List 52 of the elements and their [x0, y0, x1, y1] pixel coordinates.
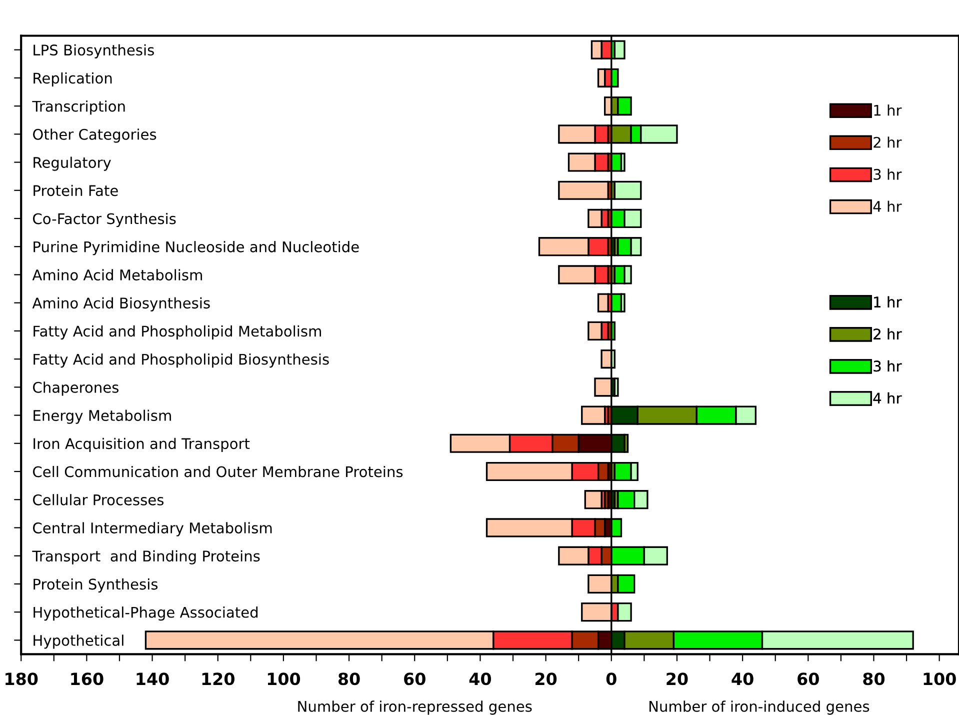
y-tick-label: Amino Acid Biosynthesis	[32, 297, 210, 312]
y-tick-label: Other Categories	[33, 128, 156, 143]
y-tick-label: Replication	[34, 72, 112, 86]
y-tick-label: Transcription	[32, 100, 125, 115]
legend-label: 4 hr	[873, 200, 902, 212]
x-tick-label: 60	[798, 672, 819, 686]
y-tick-label: Co-Factor Synthesis	[33, 212, 176, 228]
y-tick-label: Central Intermediary Metabolism	[33, 522, 272, 536]
x-tick-label: 160	[71, 672, 104, 686]
y-tick-label: Hypothetical-Phage Associated	[34, 606, 258, 621]
y-tick-label: Regulatory	[34, 156, 111, 171]
bar	[581, 406, 606, 425]
y-tick-label: Transport and Binding Proteins	[32, 550, 260, 564]
x-tick-label: 80	[863, 672, 885, 686]
y-tick-label: Protein Fate	[34, 184, 118, 196]
bar	[614, 40, 626, 60]
y-tick-label: Cell Communication and Outer Membrane Proteins	[33, 466, 403, 478]
y-tick-label: LPS Biosynthesis	[34, 44, 154, 58]
text: Number of iron-induced genes	[650, 700, 870, 715]
bar	[614, 180, 642, 200]
y-tick-label: Hypothetical	[34, 634, 124, 649]
y-tick-label: Protein Synthesis	[34, 578, 158, 593]
legend-label: 1 hr	[874, 104, 902, 116]
legend-label: 3 hr	[874, 360, 902, 372]
x-tick-label: 20	[536, 672, 557, 686]
legend-label: 1 hr	[874, 296, 902, 308]
y-tick-label: Amino Acid Metabolism	[32, 269, 202, 280]
x-tick-label: 60	[404, 672, 426, 686]
legend-label: 2 hr	[874, 136, 902, 148]
x-tick-label: 20	[666, 672, 688, 686]
legend-label: 3 hr	[874, 168, 902, 180]
bar	[584, 490, 602, 510]
y-tick-label: Purine Pyrimidine Nucleoside and Nucleotide	[34, 241, 359, 256]
y-tick-label: Chaperones	[33, 382, 118, 396]
x-tick-label: 120	[202, 672, 234, 686]
x-tick-label: 100	[268, 672, 300, 686]
y-tick-label: Fatty Acid and Phospholipid Metabolism	[34, 325, 321, 340]
x-tick-label: 0	[606, 672, 616, 686]
legend-label: 2 hr	[874, 328, 902, 340]
x-tick-label: 140	[136, 672, 169, 686]
y-tick-label: Cellular Processes	[33, 494, 164, 506]
x-tick-label: 180	[6, 672, 38, 686]
x-axis-title: Number of iron-repressed genes	[298, 700, 532, 715]
x-tick-label: 80	[338, 672, 360, 686]
y-tick-label: Fatty Acid and Phospholipid Biosynthesis	[34, 354, 329, 368]
y-tick-label: Iron Acquisition and Transport	[34, 438, 250, 452]
x-tick-label: 100	[924, 672, 956, 686]
bar	[614, 378, 619, 397]
legend-label: 4 hr	[873, 392, 902, 404]
x-tick-label: 40	[732, 672, 754, 686]
y-tick-label: Energy Metabolism	[34, 410, 171, 424]
x-tick-label: 40	[469, 672, 492, 686]
